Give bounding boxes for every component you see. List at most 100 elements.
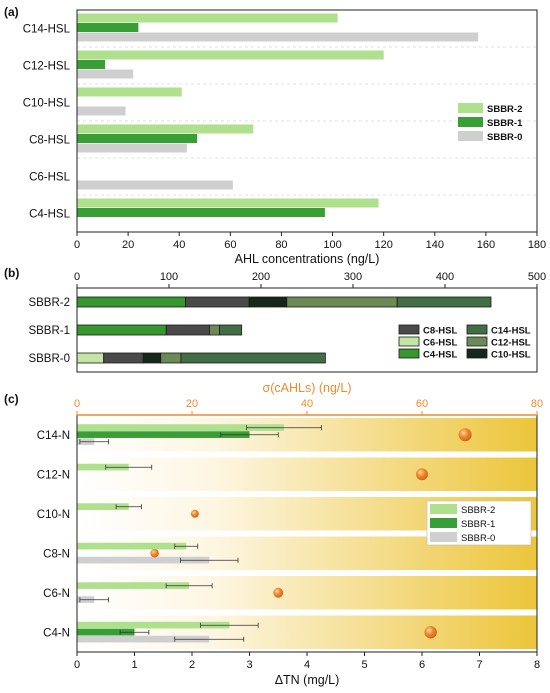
x-tick-label: 120 bbox=[374, 239, 392, 251]
segment-c8-hsl bbox=[185, 296, 250, 308]
category-label: C4-HSL bbox=[29, 209, 71, 221]
x-tick-label: 6 bbox=[419, 659, 425, 671]
x-tick-label: 300 bbox=[344, 271, 362, 283]
segment-c8-hsl bbox=[103, 352, 144, 364]
segment-c12-hsl bbox=[286, 296, 398, 308]
category-label: C14-HSL bbox=[23, 24, 71, 36]
x-tick-label: 2 bbox=[189, 659, 195, 671]
top-x-tick-label: 0 bbox=[74, 398, 80, 410]
panel-label-b: (b) bbox=[4, 266, 19, 280]
sigma-point bbox=[150, 549, 159, 558]
segment-c12-hsl bbox=[209, 324, 220, 336]
plot-frame bbox=[76, 9, 538, 233]
bar-sbbr-2 bbox=[77, 87, 182, 97]
bar-sbbr-2 bbox=[77, 424, 284, 431]
bar-sbbr-2 bbox=[77, 124, 254, 134]
panel-label-a: (a) bbox=[4, 5, 19, 19]
bar-sbbr-1 bbox=[77, 431, 250, 438]
x-tick-label: 100 bbox=[323, 239, 341, 251]
category-label: C6-HSL bbox=[29, 172, 71, 184]
segment-c14-hsl bbox=[219, 324, 243, 336]
x-axis-label: AHL concentrations (ng/L) bbox=[235, 252, 380, 266]
x-tick-label: 100 bbox=[160, 271, 178, 283]
legend-label-c10-hsl: C10-HSL bbox=[491, 350, 531, 361]
legend-label-sbbr-0: SBBR-0 bbox=[461, 533, 495, 544]
top-x-tick-label: 80 bbox=[531, 398, 543, 410]
bar-sbbr-2 bbox=[77, 463, 129, 471]
legend-swatch-sbbr-2 bbox=[430, 504, 457, 514]
category-label: C14-N bbox=[37, 430, 70, 442]
background-band bbox=[77, 615, 537, 649]
bar-sbbr-2 bbox=[77, 621, 230, 629]
panel-a-legend: SBBR-2 SBBR-1 SBBR-0 bbox=[458, 103, 523, 143]
bar-sbbr-0 bbox=[77, 106, 126, 116]
panel-a-ahl-concentrations: C14-HSL C12-HSL C10-HSL C8-HSL C6-HSL C4-HSL 0… bbox=[23, 9, 546, 266]
bar-sbbr-2 bbox=[77, 582, 190, 589]
panel-b-stacked-ahl: SBBR-2 SBBR-1 SBBR-0 0 100 200 300 400 500 C8-HSL… bbox=[28, 271, 546, 373]
x-axis-label: ΔTN (mg/L) bbox=[275, 673, 340, 687]
x-tick-label: 0 bbox=[74, 271, 80, 283]
legend-label-c12-hsl: C12-HSL bbox=[491, 338, 531, 349]
bar-sbbr-0 bbox=[77, 69, 134, 79]
bar-sbbr-0 bbox=[77, 32, 479, 42]
top-x-tick-label: 20 bbox=[186, 398, 198, 410]
legend-label-c4-hsl: C4-HSL bbox=[423, 350, 458, 361]
x-tick-label: 140 bbox=[426, 239, 444, 251]
legend-swatch-c12-hsl bbox=[466, 336, 488, 347]
background-band bbox=[77, 576, 537, 610]
x-tick-label: 7 bbox=[476, 659, 482, 671]
legend-swatch-c6-hsl bbox=[398, 336, 420, 347]
sigma-point bbox=[273, 587, 284, 598]
top-x-axis-label: σ(cAHLs) (ng/L) bbox=[263, 381, 352, 395]
category-label: SBBR-1 bbox=[28, 325, 70, 337]
category-label: C10-HSL bbox=[23, 98, 71, 110]
x-tick-label: 0 bbox=[74, 659, 80, 671]
x-tick-label: 80 bbox=[275, 239, 287, 251]
x-tick-label: 400 bbox=[436, 271, 454, 283]
x-tick-label: 500 bbox=[528, 271, 546, 283]
x-tick-label: 8 bbox=[534, 659, 540, 671]
category-label: SBBR-0 bbox=[28, 353, 70, 365]
segment-c14-hsl bbox=[396, 296, 492, 308]
segment-c12-hsl bbox=[160, 352, 182, 364]
sigma-point bbox=[190, 509, 199, 518]
category-label: C8-N bbox=[43, 548, 70, 560]
x-tick-label: 60 bbox=[224, 239, 236, 251]
legend-swatch-sbbr-0 bbox=[430, 532, 457, 542]
bar-sbbr-0 bbox=[77, 143, 187, 153]
x-tick-label: 4 bbox=[304, 659, 310, 671]
legend-label-sbbr-2: SBBR-2 bbox=[461, 505, 495, 516]
top-x-tick-label: 40 bbox=[301, 398, 313, 410]
legend-swatch-sbbr-2 bbox=[458, 103, 483, 113]
background-band bbox=[77, 457, 537, 491]
panel-label-c: (c) bbox=[4, 392, 19, 406]
x-tick-label: 3 bbox=[246, 659, 252, 671]
bar-sbbr-1 bbox=[77, 208, 325, 217]
x-tick-label: 160 bbox=[477, 239, 495, 251]
legend-swatch-sbbr-1 bbox=[430, 518, 457, 528]
x-tick-label: 5 bbox=[361, 659, 367, 671]
bar-sbbr-1 bbox=[77, 23, 139, 32]
x-tick-label: 200 bbox=[252, 271, 270, 283]
top-x-tick-label: 60 bbox=[416, 398, 428, 410]
bar-sbbr-2 bbox=[77, 50, 384, 60]
sigma-point bbox=[458, 428, 472, 442]
bar-sbbr-1 bbox=[77, 628, 135, 636]
legend-label-sbbr-1: SBBR-1 bbox=[487, 118, 523, 129]
segment-c10-hsl bbox=[142, 352, 162, 364]
legend-label-sbbr-0: SBBR-0 bbox=[487, 132, 522, 143]
bar-sbbr-1 bbox=[77, 60, 106, 69]
legend-label-sbbr-1: SBBR-1 bbox=[461, 519, 495, 530]
bar-sbbr-2 bbox=[77, 198, 379, 208]
panel-c-legend: SBBR-2 SBBR-1 SBBR-0 bbox=[426, 500, 532, 546]
bar-sbbr-1 bbox=[77, 134, 198, 143]
plot-frame bbox=[76, 287, 538, 373]
legend-swatch-sbbr-1 bbox=[458, 117, 483, 127]
legend-label-c8-hsl: C8-HSL bbox=[423, 326, 458, 337]
legend-swatch-c8-hsl bbox=[398, 324, 420, 335]
x-tick-label: 0 bbox=[74, 239, 80, 251]
x-tick-label: 1 bbox=[131, 659, 137, 671]
bar-sbbr-2 bbox=[77, 503, 129, 510]
legend-swatch-c14-hsl bbox=[466, 324, 488, 335]
